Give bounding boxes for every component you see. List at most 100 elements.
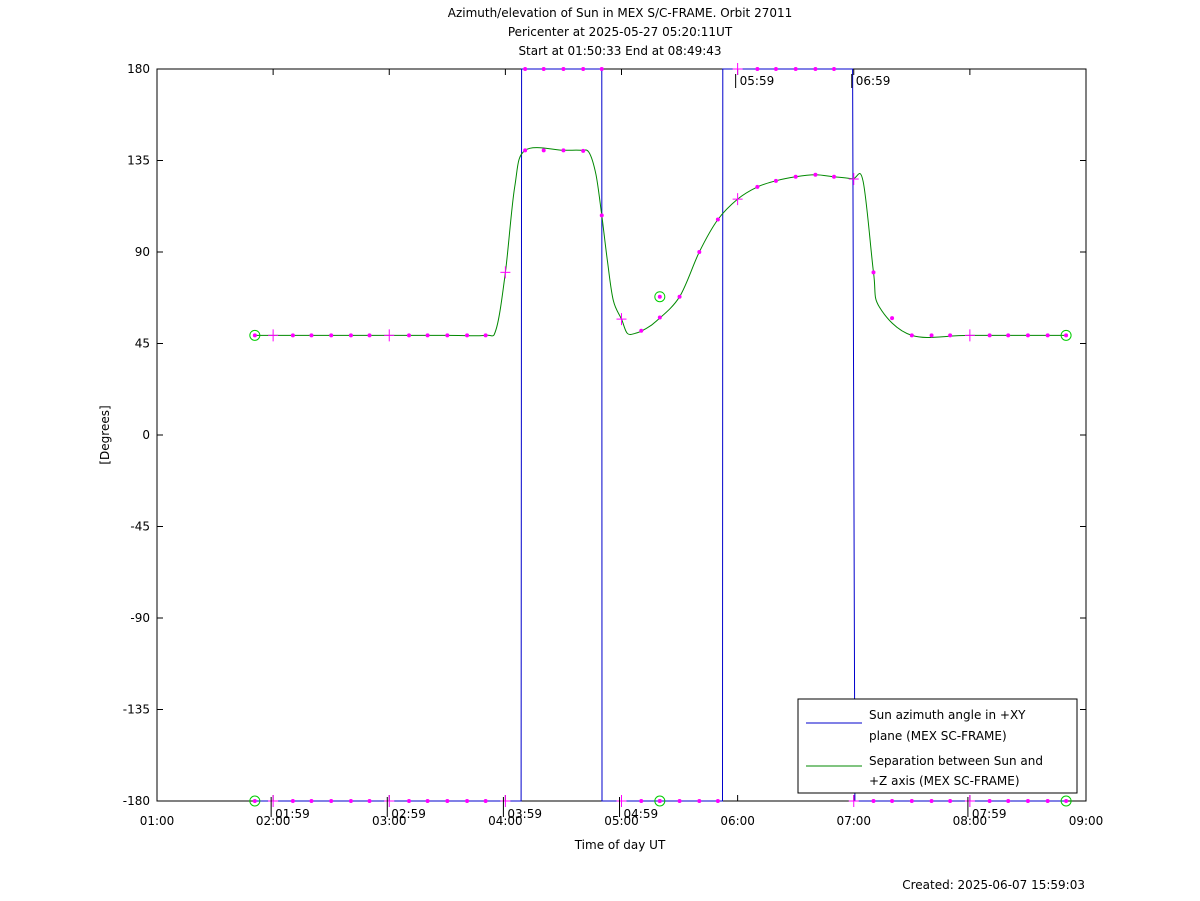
marker-separation	[890, 316, 895, 321]
annotation-label: 03:59	[507, 807, 542, 821]
y-tick-label: -135	[123, 703, 150, 717]
marker-azimuth	[581, 67, 586, 71]
marker-separation	[793, 174, 798, 179]
marker-azimuth	[290, 799, 295, 803]
marker-separation	[639, 328, 644, 333]
marker-azimuth	[929, 799, 934, 803]
marker-azimuth	[445, 799, 450, 803]
marker-azimuth	[309, 799, 314, 803]
x-tick-label: 04:00	[488, 814, 523, 828]
x-tick-label: 08:00	[953, 814, 988, 828]
marker-azimuth	[832, 67, 837, 71]
series-line-separation	[254, 147, 1067, 338]
marker-separation	[581, 148, 586, 153]
y-tick-label: -90	[130, 611, 150, 625]
marker-separation	[755, 184, 760, 189]
legend-label-separation-line-1: Separation between Sun and	[869, 754, 1043, 768]
marker-azimuth	[367, 799, 372, 803]
marker-separation	[406, 333, 411, 338]
marker-azimuth	[987, 799, 992, 803]
series-layer	[254, 68, 1067, 802]
created-timestamp: Created: 2025-06-07 15:59:03	[902, 878, 1085, 892]
endpoint-marker	[249, 795, 261, 807]
endpoint-marker	[249, 329, 261, 341]
marker-separation	[832, 174, 837, 179]
marker-separation	[445, 333, 450, 338]
y-axis-label: [Degrees]	[98, 405, 112, 464]
marker-separation	[715, 217, 720, 222]
chart-title-line-2: Pericenter at 2025-05-27 05:20:11UT	[508, 25, 733, 39]
endpoint-marker	[654, 795, 666, 807]
marker-separation	[465, 333, 470, 338]
marker-separation	[1045, 333, 1050, 338]
annotation-label: 05:59	[740, 74, 775, 88]
annotation-label: 02:59	[391, 807, 426, 821]
x-tick-label: 09:00	[1069, 814, 1104, 828]
marker-separation	[677, 294, 682, 299]
legend-label-separation-line-2: +Z axis (MEX SC-FRAME)	[869, 774, 1020, 788]
marker-separation	[541, 148, 546, 153]
marker-separation	[909, 333, 914, 338]
x-tick-label: 03:00	[372, 814, 407, 828]
marker-azimuth	[329, 799, 334, 803]
x-axis-label: Time of day UT	[574, 838, 666, 852]
x-tick-label: 07:00	[836, 814, 871, 828]
legend-box	[797, 698, 1078, 794]
y-tick-label: 135	[127, 154, 150, 168]
marker-separation	[348, 333, 353, 338]
marker-azimuth	[541, 67, 546, 71]
annotation-layer: 01:59 02:59 03:59 04:59 05:59 06:59 07:59	[270, 74, 1006, 821]
marker-separation	[813, 172, 818, 177]
marker-azimuth	[697, 799, 702, 803]
marker-azimuth	[348, 799, 353, 803]
marker-separation	[987, 333, 992, 338]
marker-separation	[367, 333, 372, 338]
marker-separation	[697, 250, 702, 254]
marker-separation	[1025, 333, 1030, 338]
marker-azimuth	[425, 799, 430, 803]
endpoint-marker-dot	[252, 333, 257, 338]
marker-azimuth	[599, 67, 604, 71]
marker-azimuth	[890, 799, 895, 803]
marker-azimuth	[406, 799, 411, 803]
x-tick-label: 05:00	[604, 814, 639, 828]
endpoint-marker	[1060, 795, 1072, 807]
chart-title-line-1: Azimuth/elevation of Sun in MEX S/C-FRAM…	[448, 6, 793, 20]
marker-azimuth	[465, 799, 470, 803]
y-tick-label: -180	[123, 794, 150, 808]
marker-separation	[561, 148, 566, 153]
marker-separation	[599, 213, 604, 218]
marker-azimuth	[1025, 799, 1030, 803]
marker-separation	[425, 333, 430, 338]
y-tick-label: 45	[135, 337, 150, 351]
annotation-label: 06:59	[856, 74, 891, 88]
x-tick-label: 01:00	[140, 814, 175, 828]
marker-separation	[929, 333, 934, 338]
endpoint-marker-dot	[1064, 333, 1069, 338]
y-tick-label: 180	[127, 62, 150, 76]
legend: Sun azimuth angle in +XY plane (MEX SC-F…	[797, 698, 1078, 794]
endpoint-marker-dot	[252, 799, 257, 803]
endpoint-marker-dot	[1064, 799, 1069, 803]
marker-separation	[483, 333, 488, 338]
marker-layer	[249, 63, 1072, 807]
marker-azimuth	[523, 67, 528, 71]
axes-layer: 180 135 90 45 0 -45 -90 -135 -180 01:00 02:00 03:00…	[123, 62, 1104, 828]
endpoint-marker-dot	[657, 799, 662, 803]
marker-separation	[1006, 333, 1011, 338]
legend-label-azimuth-line-2: plane (MEX SC-FRAME)	[869, 729, 1007, 743]
marker-azimuth	[813, 67, 818, 71]
series-line-azimuth	[254, 68, 1067, 802]
marker-azimuth	[483, 799, 488, 803]
plot-frame	[156, 68, 1087, 802]
marker-azimuth	[909, 799, 914, 803]
marker-separation	[657, 315, 662, 320]
marker-azimuth	[561, 67, 566, 71]
marker-separation	[309, 333, 314, 338]
marker-separation	[948, 333, 953, 338]
marker-separation	[329, 333, 334, 338]
chart-title-line-3: Start at 01:50:33 End at 08:49:43	[518, 44, 721, 58]
legend-label-azimuth-line-1: Sun azimuth angle in +XY	[869, 708, 1026, 722]
marker-separation	[871, 270, 876, 275]
